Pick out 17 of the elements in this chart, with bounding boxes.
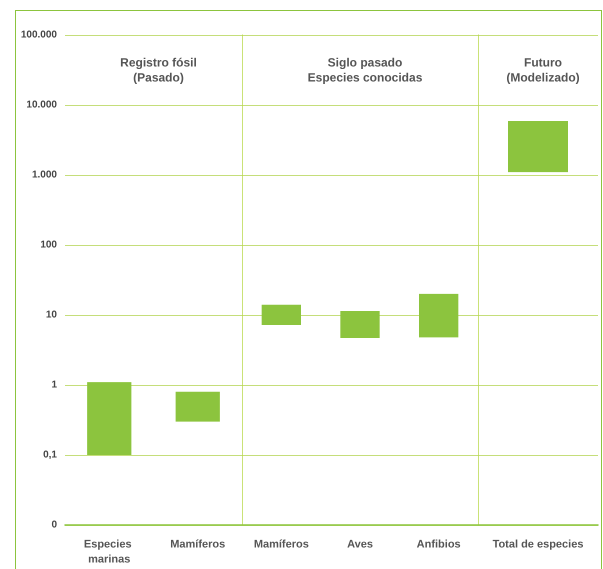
y-tick-label: 1 (51, 380, 58, 390)
y-tick-label: 100 (40, 240, 58, 250)
x-tick-label: Anfibios (416, 538, 461, 550)
y-tick-label: 10.000 (26, 100, 58, 110)
x-tick-label: Especies marinas (84, 538, 135, 566)
x-tick-label: Mamíferos (254, 538, 309, 550)
y-tick-label: 0 (51, 520, 58, 530)
y-tick-label: 100.000 (20, 30, 58, 40)
y-tick-label: 10 (46, 310, 58, 320)
y-tick-label: 1.000 (32, 170, 58, 180)
x-tick-label: Total de especies (492, 538, 584, 550)
text: Siglo pasado Especies conocidas (308, 56, 423, 84)
x-tick-label: Mamíferos (170, 538, 226, 550)
y-tick-label: 0,1 (43, 450, 58, 460)
text: Futuro (Modelizado) (506, 56, 580, 84)
x-tick-label: Aves (347, 538, 373, 550)
text: Registro fósil (Pasado) (120, 56, 197, 84)
